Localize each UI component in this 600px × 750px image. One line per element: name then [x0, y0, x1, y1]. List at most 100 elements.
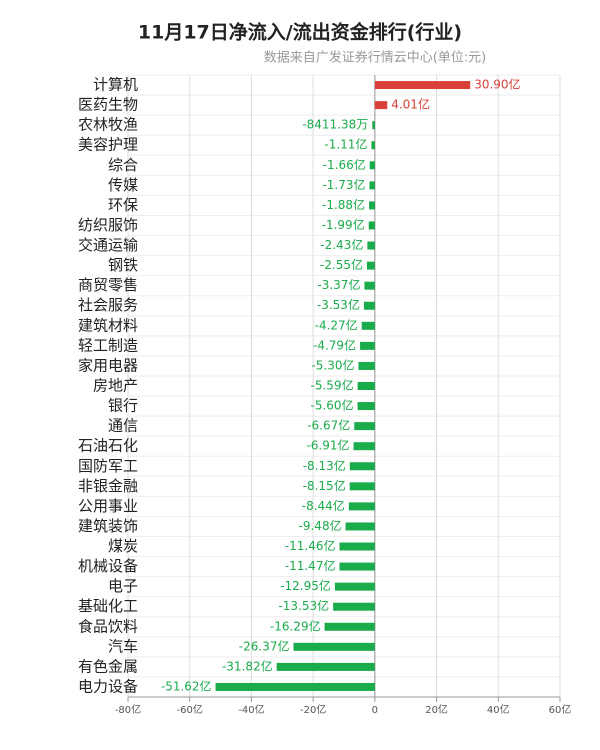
x-tick-label: 20亿 — [425, 703, 448, 716]
value-label: -4.27亿 — [315, 317, 358, 332]
y-tick-label: 环保 — [108, 196, 138, 214]
bar — [357, 402, 375, 411]
bar — [361, 321, 375, 330]
value-label: -3.37亿 — [317, 277, 360, 292]
x-tick-label: -20亿 — [300, 703, 326, 716]
y-tick-label: 石油石化 — [78, 437, 138, 455]
y-tick-label: 房地产 — [93, 377, 138, 395]
bar — [276, 662, 375, 671]
value-label: -9.48亿 — [299, 518, 342, 533]
value-label: -6.91亿 — [306, 438, 349, 453]
value-label: -16.29亿 — [270, 618, 321, 633]
bar — [358, 361, 375, 370]
y-tick-label: 有色金属 — [78, 657, 138, 675]
bar — [354, 422, 375, 431]
y-tick-label: 公用事业 — [78, 497, 138, 515]
value-label: -2.43亿 — [320, 237, 363, 252]
value-label: -1.99亿 — [322, 217, 365, 232]
value-label: -8411.38万 — [302, 118, 368, 132]
bar — [367, 241, 375, 250]
y-tick-label: 机械设备 — [78, 557, 138, 575]
y-tick-label: 基础化工 — [78, 597, 138, 615]
value-label: -26.37亿 — [239, 638, 290, 653]
bar — [369, 201, 375, 210]
bar — [348, 502, 375, 511]
value-label: -31.82亿 — [222, 658, 273, 673]
bar — [369, 161, 375, 170]
bar — [366, 261, 375, 270]
bar — [374, 101, 388, 110]
bar — [215, 682, 375, 691]
x-tick-label: 0 — [372, 705, 378, 716]
y-tick-label: 电力设备 — [78, 677, 138, 695]
bar — [369, 181, 375, 190]
bar — [339, 562, 375, 571]
y-tick-label: 银行 — [108, 397, 138, 415]
bar — [357, 382, 375, 390]
y-tick-label: 轻工制造 — [78, 336, 138, 354]
value-label: -2.55亿 — [320, 257, 363, 272]
bar — [333, 602, 375, 611]
value-label: -5.59亿 — [311, 378, 354, 393]
value-label: -5.60亿 — [311, 398, 354, 413]
y-tick-label: 煤炭 — [108, 537, 138, 555]
y-tick-label: 国防军工 — [78, 457, 138, 475]
bar — [345, 522, 375, 531]
bar — [293, 642, 375, 651]
bar — [349, 482, 375, 491]
value-label: -4.79亿 — [313, 337, 356, 352]
bar — [374, 81, 471, 90]
value-label: -11.47亿 — [285, 558, 336, 573]
y-tick-label: 建筑装饰 — [78, 517, 138, 535]
y-tick-label: 商贸零售 — [78, 276, 138, 294]
value-label: -8.13亿 — [303, 458, 346, 473]
y-tick-label: 电子 — [108, 577, 138, 595]
bar — [372, 121, 375, 130]
value-label: -5.30亿 — [311, 357, 354, 372]
chart-subtitle: 数据来自广发证券行情云中心(单位:元) — [264, 50, 487, 66]
value-label: -6.67亿 — [307, 418, 350, 433]
x-tick-label: -60亿 — [177, 703, 203, 716]
x-tick-label: 60亿 — [549, 703, 572, 716]
chart-title: 11月17日净流入/流出资金排行(行业) — [138, 21, 462, 44]
y-tick-label: 医药生物 — [78, 96, 138, 114]
y-tick-label: 传媒 — [108, 176, 138, 194]
y-tick-label: 交通运输 — [78, 236, 138, 254]
bar — [339, 542, 375, 551]
y-tick-label: 钢铁 — [108, 256, 138, 274]
bar — [371, 141, 375, 150]
bar — [349, 462, 375, 471]
y-tick-label: 家用电器 — [78, 356, 138, 374]
y-tick-label: 食品饮料 — [78, 617, 138, 635]
value-label: -1.73亿 — [322, 177, 365, 192]
bar — [363, 301, 375, 310]
value-label: -8.15亿 — [303, 478, 346, 493]
bar — [324, 622, 375, 631]
x-tick-label: -40亿 — [238, 703, 264, 716]
value-label: -11.46亿 — [285, 538, 336, 553]
value-label: -51.62亿 — [161, 678, 212, 693]
bar — [353, 442, 375, 451]
value-label: -3.53亿 — [317, 297, 360, 312]
y-tick-label: 社会服务 — [78, 296, 138, 314]
y-tick-label: 非银金融 — [78, 477, 138, 495]
value-label: -1.66亿 — [323, 157, 366, 172]
y-tick-label: 汽车 — [108, 637, 138, 655]
bar — [364, 281, 375, 290]
x-tick-label: 40亿 — [487, 703, 510, 716]
y-tick-label: 综合 — [108, 156, 138, 174]
value-label: 30.90亿 — [474, 77, 520, 92]
y-tick-label: 美容护理 — [78, 136, 138, 154]
bar — [334, 582, 375, 591]
value-label: 4.01亿 — [391, 97, 430, 112]
y-tick-label: 建筑材料 — [78, 316, 138, 334]
value-label: -1.88亿 — [322, 197, 365, 212]
value-label: -1.11亿 — [324, 137, 367, 152]
y-tick-label: 纺织服饰 — [78, 216, 138, 234]
value-label: -12.95亿 — [280, 578, 331, 593]
y-tick-label: 计算机 — [93, 76, 138, 94]
value-label: -8.44亿 — [302, 498, 345, 513]
y-tick-label: 农林牧渔 — [78, 116, 138, 134]
bar — [368, 221, 375, 230]
